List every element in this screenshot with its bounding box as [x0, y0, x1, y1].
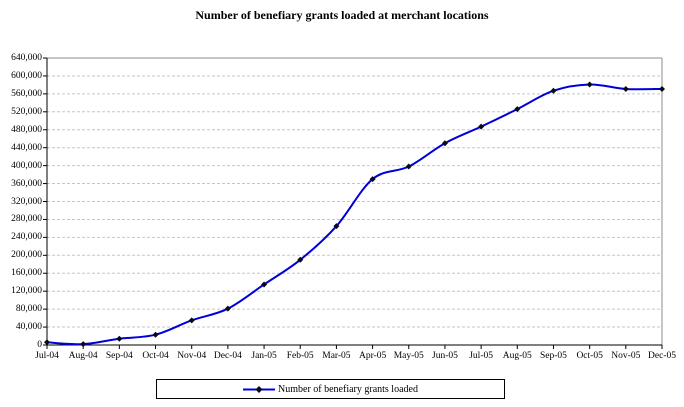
y-tick-label: 280,000 [11, 214, 42, 225]
data-point-marker [369, 176, 376, 183]
data-point-marker [188, 317, 195, 324]
y-tick-label: 320,000 [11, 196, 42, 207]
x-tick-label: Nov-04 [177, 351, 207, 361]
data-point-marker [622, 85, 629, 92]
x-tick-label: Oct-05 [576, 351, 603, 361]
data-point-marker [478, 123, 485, 130]
x-tick-label: Oct-04 [142, 351, 169, 361]
x-tick-label: Aug-04 [68, 351, 98, 361]
y-tick-label: 480,000 [11, 124, 42, 135]
series-line [46, 83, 663, 346]
data-point-marker [224, 305, 231, 312]
data-point-marker [297, 256, 304, 263]
y-tick-label: 240,000 [11, 232, 42, 243]
data-point-marker [44, 339, 50, 346]
data-point-marker [586, 81, 593, 88]
x-tick-label: Apr-05 [358, 351, 387, 361]
x-tick-label: Feb-05 [286, 351, 314, 361]
x-tick-label: Sep-05 [540, 351, 567, 361]
legend-label: Number of benefiary grants loaded [278, 383, 418, 395]
data-point-marker [333, 223, 340, 230]
x-tick-label: Sep-04 [105, 351, 133, 361]
x-tick-label: Mar-05 [322, 351, 351, 361]
y-tick-label: 80,000 [15, 304, 42, 315]
data-point-marker [405, 163, 412, 170]
x-tick-label: Jul-05 [469, 351, 493, 361]
x-tick-label: Jun-05 [432, 351, 458, 361]
y-tick-label: 120,000 [11, 286, 42, 297]
y-tick-label: 600,000 [11, 70, 42, 81]
y-tick-label: 0 [37, 340, 42, 350]
data-point-marker [659, 85, 665, 92]
y-tick-label: 200,000 [11, 250, 42, 261]
x-tick-label: Aug-05 [502, 351, 532, 361]
y-tick-label: 440,000 [11, 142, 42, 153]
chart-title: Number of benefiary grants loaded at mer… [195, 8, 489, 22]
x-tick-label: Jan-05 [251, 351, 277, 361]
y-tick-label: 40,000 [15, 322, 42, 333]
y-tick-label: 640,000 [11, 53, 42, 63]
legend-sample-diamond [255, 385, 263, 393]
x-tick-label: Nov-05 [611, 351, 641, 361]
data-point-marker [116, 335, 123, 342]
data-point-marker [80, 341, 87, 348]
x-tick-label: Dec-04 [213, 351, 242, 361]
y-tick-label: 560,000 [11, 88, 42, 99]
legend: Number of benefiary grants loaded [156, 379, 505, 399]
data-point-marker [441, 140, 448, 147]
x-tick-label: May-05 [393, 351, 424, 361]
data-point-marker [514, 106, 521, 113]
data-point-marker [261, 281, 268, 288]
data-point-marker [550, 87, 557, 94]
x-tick-label: Jul-04 [35, 351, 59, 361]
x-tick-label: Dec-05 [648, 351, 676, 361]
y-tick-label: 360,000 [11, 178, 42, 189]
y-tick-label: 160,000 [11, 268, 42, 279]
y-tick-label: 520,000 [11, 106, 42, 117]
data-point-marker [152, 331, 159, 338]
y-tick-label: 400,000 [11, 160, 42, 171]
legend-line-marker-icon [243, 385, 276, 394]
